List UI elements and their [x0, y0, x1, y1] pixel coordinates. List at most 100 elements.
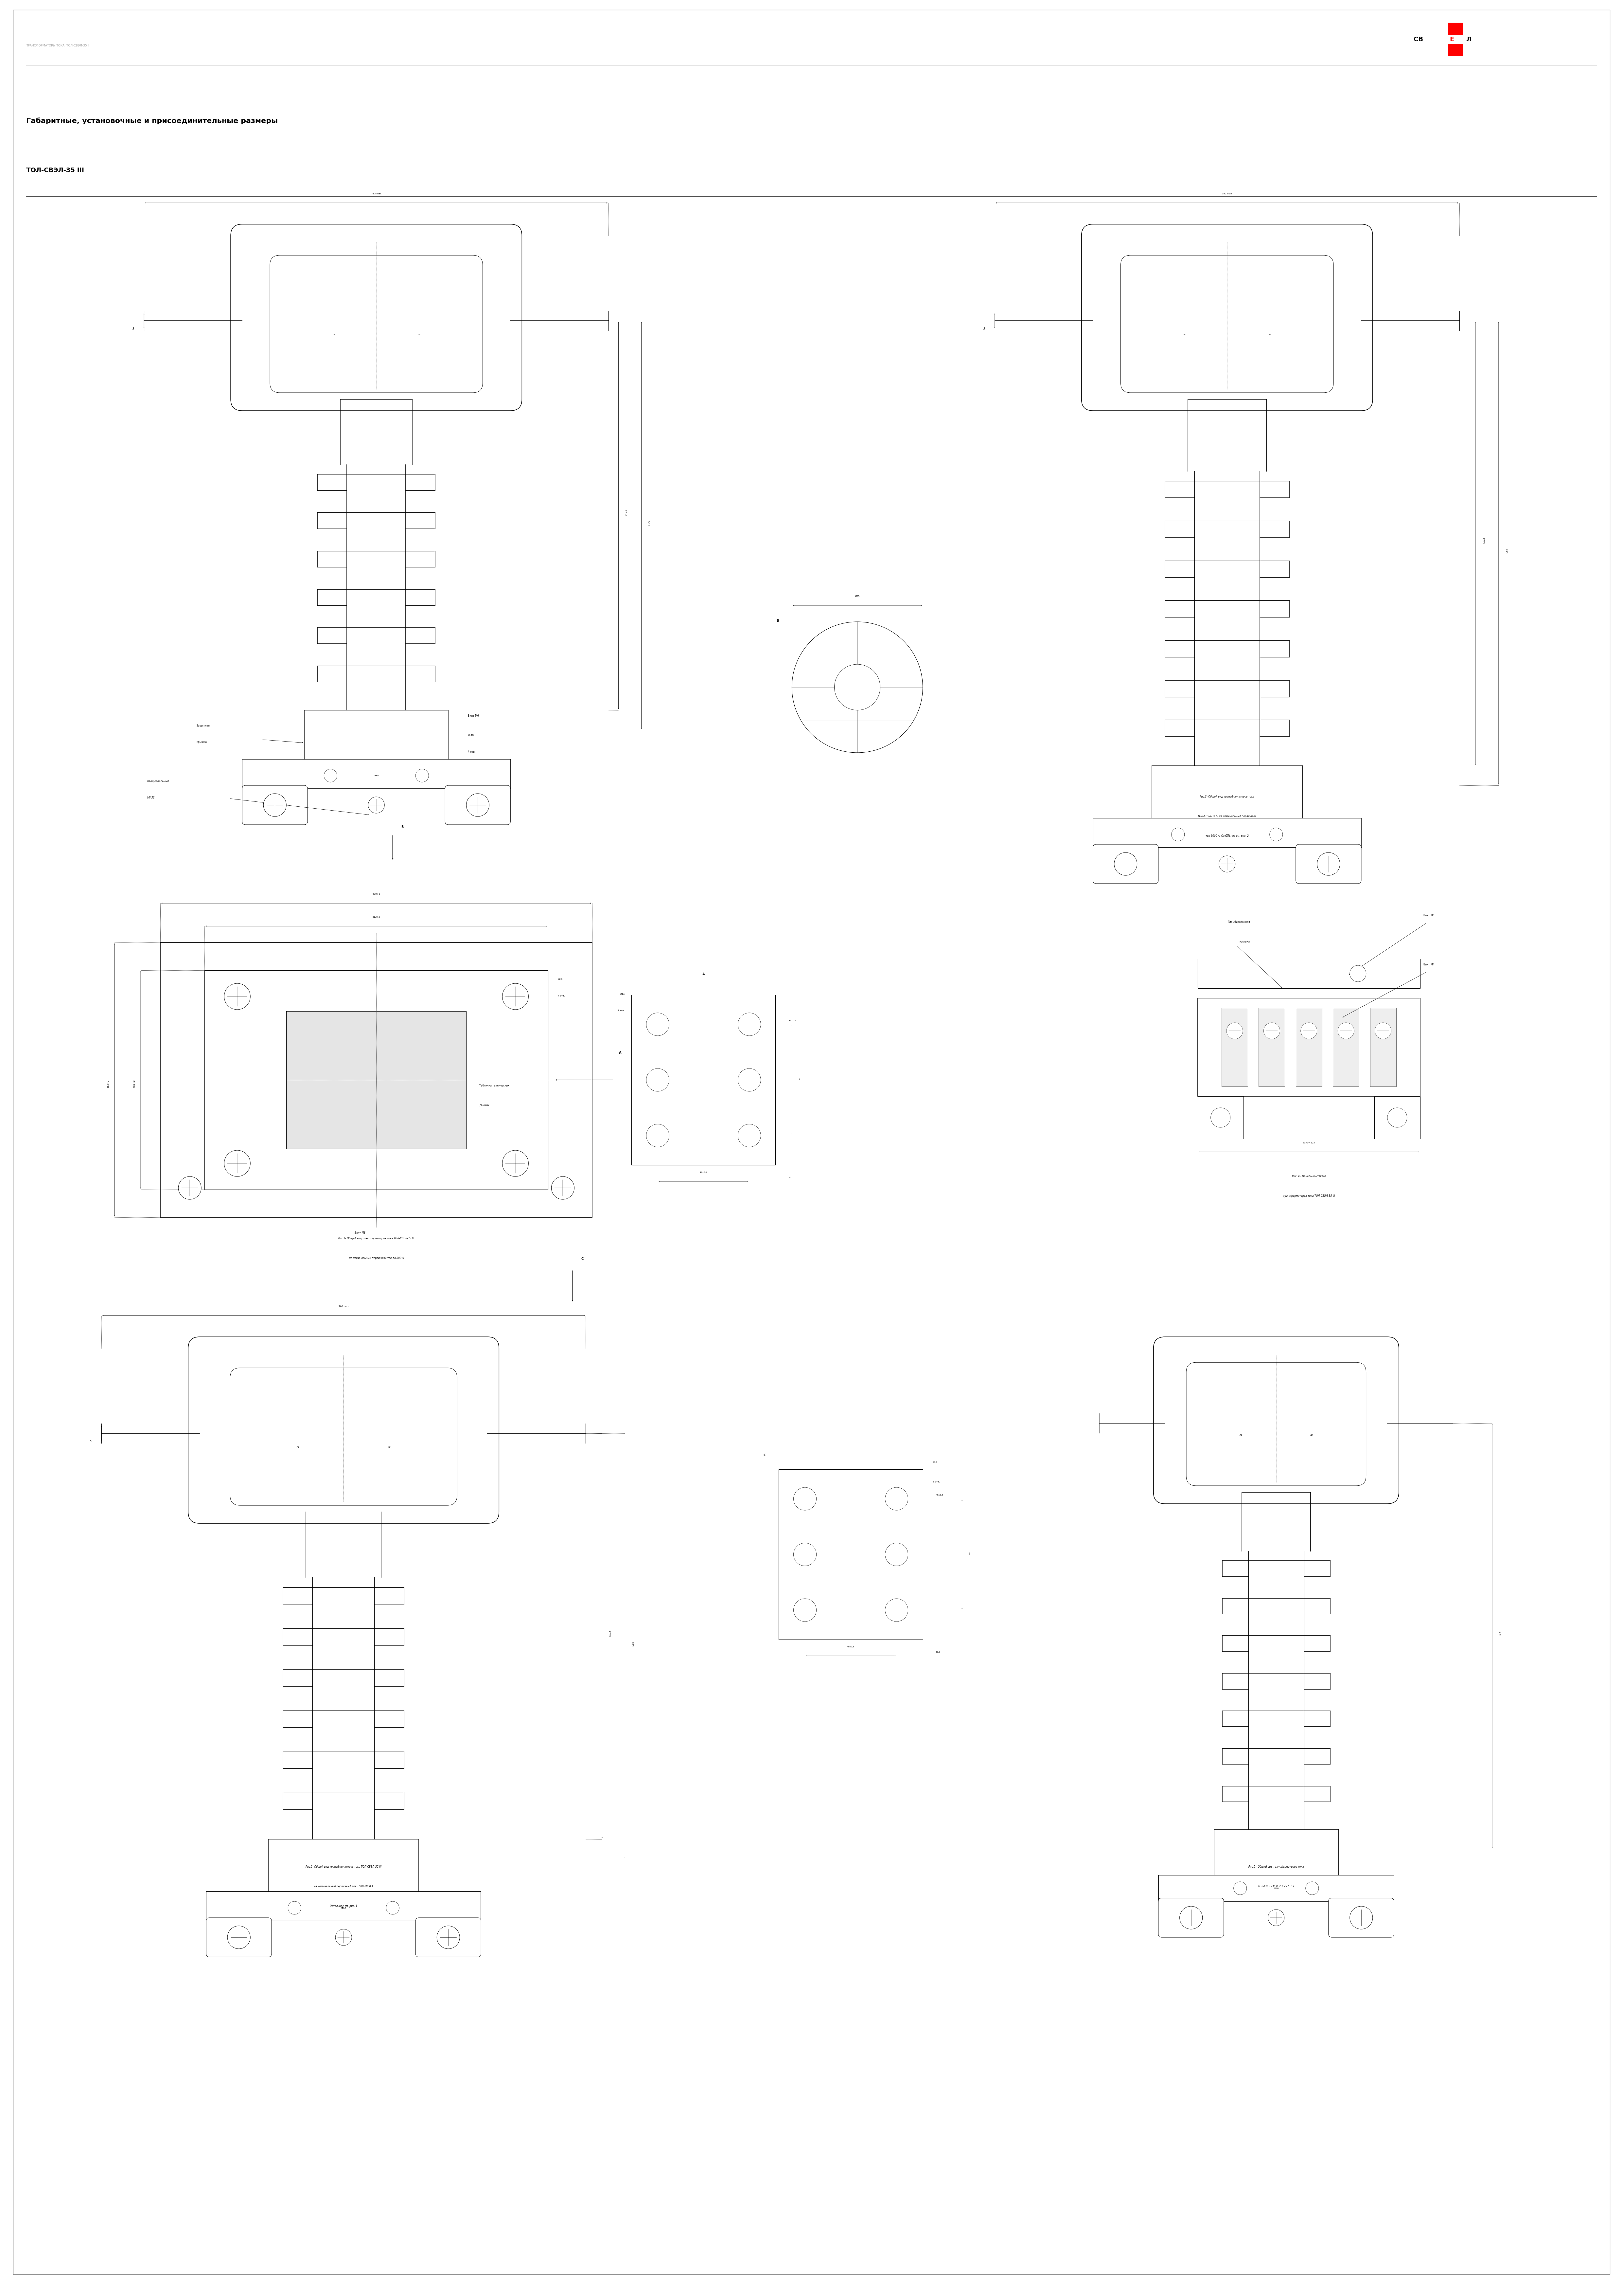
Circle shape [368, 797, 385, 813]
Circle shape [738, 1013, 761, 1035]
FancyBboxPatch shape [1092, 845, 1159, 884]
Text: 4 отв.: 4 отв. [467, 751, 476, 753]
Circle shape [287, 1901, 300, 1915]
Bar [1375, 1095, 1420, 1139]
Circle shape [1350, 1906, 1373, 1929]
Circle shape [502, 1150, 529, 1176]
Text: ТРАНСФОРМАТОРЫ ТОКА: ТОЛ-СВЭЛ-35 III: ТРАНСФОРМАТОРЫ ТОКА: ТОЛ-СВЭЛ-35 III [26, 44, 91, 48]
Circle shape [834, 664, 880, 709]
Text: МГ-32: МГ-32 [148, 797, 154, 799]
Bar [1198, 960, 1420, 987]
Circle shape [885, 1598, 907, 1621]
Circle shape [646, 1013, 669, 1035]
Circle shape [466, 794, 489, 817]
Circle shape [794, 1543, 816, 1566]
Circle shape [1268, 1910, 1284, 1926]
Text: Рис.3- Общий вид трансформаторов тока: Рис.3- Общий вид трансформаторов тока [1199, 794, 1255, 799]
Bar [1448, 23, 1462, 34]
FancyBboxPatch shape [230, 225, 523, 411]
Text: B: B [401, 824, 404, 829]
Circle shape [1180, 1906, 1203, 1929]
Text: A: A [618, 1052, 622, 1054]
Text: 80: 80 [969, 1552, 971, 1554]
Bar [1448, 44, 1462, 55]
Text: Болт М8: Болт М8 [354, 1231, 365, 1235]
Bar [1198, 1095, 1243, 1139]
Text: крышка: крышка [196, 742, 206, 744]
FancyBboxPatch shape [230, 1368, 458, 1506]
FancyBboxPatch shape [1120, 255, 1334, 393]
Text: ТОЛ-СВЭЛ-35 III: ТОЛ-СВЭЛ-35 III [26, 168, 84, 172]
Circle shape [1172, 829, 1185, 840]
Circle shape [1264, 1022, 1281, 1040]
Text: L1±5: L1±5 [609, 1630, 612, 1637]
Text: L±5: L±5 [633, 1642, 635, 1646]
Text: Защитная: Защитная [196, 723, 209, 728]
Circle shape [885, 1543, 907, 1566]
Circle shape [224, 1150, 250, 1176]
Text: Л: Л [1466, 37, 1470, 41]
FancyBboxPatch shape [269, 255, 482, 393]
Circle shape [437, 1926, 459, 1949]
Text: Рис.2- Общий вид трансформаторов тока ТОЛ-СВЭЛ-35 III: Рис.2- Общий вид трансформаторов тока ТО… [305, 1864, 381, 1869]
Text: 652+2: 652+2 [107, 1079, 109, 1088]
Text: Габаритные, установочные и присоединительные размеры: Габаритные, установочные и присоединител… [26, 117, 278, 124]
FancyBboxPatch shape [206, 1917, 271, 1956]
FancyBboxPatch shape [1186, 1362, 1367, 1486]
Text: C: C [581, 1258, 584, 1261]
Text: L±5: L±5 [649, 521, 651, 526]
Text: Е: Е [1449, 37, 1454, 41]
FancyBboxPatch shape [1329, 1899, 1394, 1938]
Circle shape [1388, 1107, 1407, 1127]
Text: ТОЛ-СВЭЛ-35 III на номинальный первичный: ТОЛ-СВЭЛ-35 III на номинальный первичный [1198, 815, 1256, 817]
Text: трансформаторов тока ТОЛ-СВЭЛ-35 III: трансформаторов тока ТОЛ-СВЭЛ-35 III [1282, 1194, 1334, 1199]
Text: Винт М6: Винт М6 [467, 714, 479, 716]
Circle shape [1211, 1107, 1230, 1127]
Circle shape [1305, 1883, 1318, 1894]
Circle shape [224, 983, 250, 1010]
Text: L1±5: L1±5 [625, 510, 628, 514]
Text: СВ: СВ [1414, 37, 1423, 41]
Bar [1259, 1008, 1285, 1086]
Text: Рис.1- Общий вид трансформаторов тока ТОЛ-СВЭЛ-35 III: Рис.1- Общий вид трансформаторов тока ТО… [338, 1238, 414, 1240]
Text: Остальное см. рис. 1: Остальное см. рис. 1 [329, 1906, 357, 1908]
Text: 552+2: 552+2 [133, 1079, 135, 1088]
Text: данных: данных [479, 1104, 490, 1107]
Circle shape [415, 769, 428, 783]
Text: L±5: L±5 [1500, 1632, 1501, 1637]
Circle shape [738, 1125, 761, 1148]
FancyBboxPatch shape [1295, 845, 1362, 884]
Circle shape [1350, 964, 1367, 983]
Bar [1295, 1008, 1323, 1086]
Circle shape [336, 1929, 352, 1945]
Bar [161, 941, 592, 1217]
Bar [631, 994, 776, 1164]
Circle shape [1375, 1022, 1391, 1040]
Circle shape [1316, 852, 1341, 875]
Circle shape [263, 794, 286, 817]
Text: C: C [763, 1453, 766, 1458]
Text: Рис. 4 - Панель контактов: Рис. 4 - Панель контактов [1292, 1176, 1326, 1178]
FancyBboxPatch shape [1159, 1899, 1224, 1938]
Circle shape [1233, 1883, 1246, 1894]
Text: Винт М4: Винт М4 [1423, 962, 1435, 967]
Text: B: B [776, 620, 779, 622]
Bar [1198, 999, 1420, 1095]
Circle shape [646, 1125, 669, 1148]
Circle shape [1113, 852, 1138, 875]
Circle shape [1300, 1022, 1316, 1040]
Text: 80: 80 [799, 1077, 800, 1079]
Text: L1±5: L1±5 [1483, 537, 1485, 544]
Text: на номинальный первичный ток до 800 А: на номинальный первичный ток до 800 А [349, 1256, 404, 1261]
FancyBboxPatch shape [1081, 225, 1373, 411]
Text: крышка: крышка [1240, 939, 1250, 944]
Circle shape [792, 622, 923, 753]
Bar [204, 971, 549, 1189]
Text: ток 3000 А. Остальное см. рис. 2: ток 3000 А. Остальное см. рис. 2 [1206, 833, 1248, 838]
Circle shape [502, 983, 529, 1010]
FancyBboxPatch shape [1154, 1336, 1399, 1504]
FancyBboxPatch shape [445, 785, 511, 824]
Bar [779, 1469, 923, 1639]
FancyBboxPatch shape [188, 1336, 498, 1522]
Circle shape [885, 1488, 907, 1511]
